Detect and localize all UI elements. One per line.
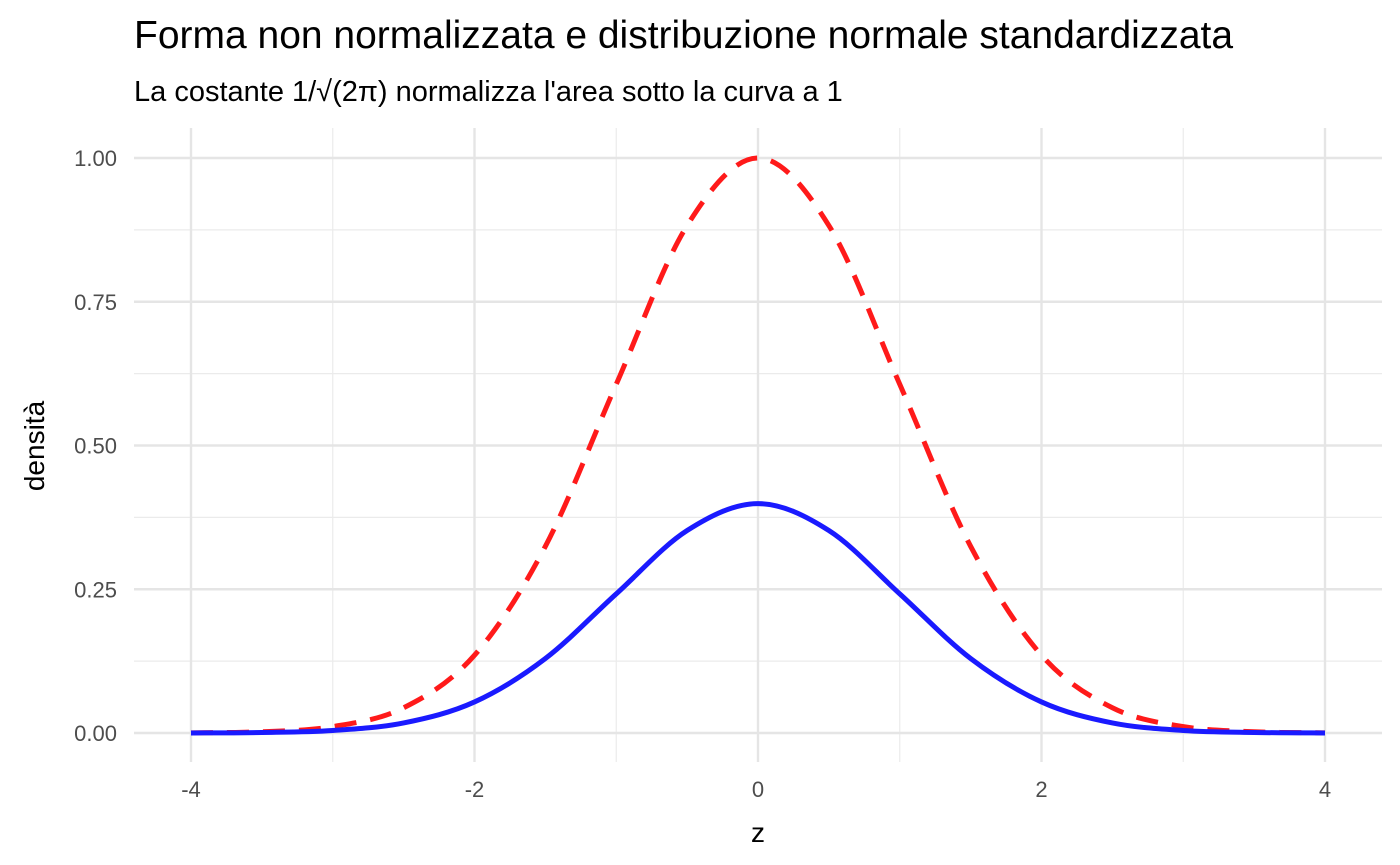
y-axis-title: densità	[19, 400, 50, 491]
x-tick-label: 2	[1035, 777, 1047, 802]
y-tick-label: 0.00	[74, 721, 117, 746]
chart-title: Forma non normalizzata e distribuzione n…	[134, 14, 1234, 57]
y-tick-label: 0.50	[74, 434, 117, 459]
x-tick-label: 0	[752, 777, 764, 802]
x-axis-ticks: -4 -2 0 2 4	[181, 777, 1331, 802]
series-line-1	[190, 155, 1326, 736]
y-tick-label: 1.00	[74, 146, 117, 171]
x-tick-label: -4	[181, 777, 201, 802]
x-tick-label: 4	[1319, 777, 1331, 802]
x-axis-title: z	[751, 817, 765, 848]
x-tick-label: -2	[465, 777, 485, 802]
y-tick-label: 0.25	[74, 577, 117, 602]
chart-subtitle: La costante 1/√(2π) normalizza l'area so…	[134, 76, 843, 108]
series-lines	[190, 155, 1326, 736]
y-axis-ticks: 0.00 0.25 0.50 0.75 1.00	[74, 146, 117, 746]
y-tick-label: 0.75	[74, 290, 117, 315]
series-line-2	[190, 501, 1326, 736]
grid-lines	[134, 128, 1382, 762]
